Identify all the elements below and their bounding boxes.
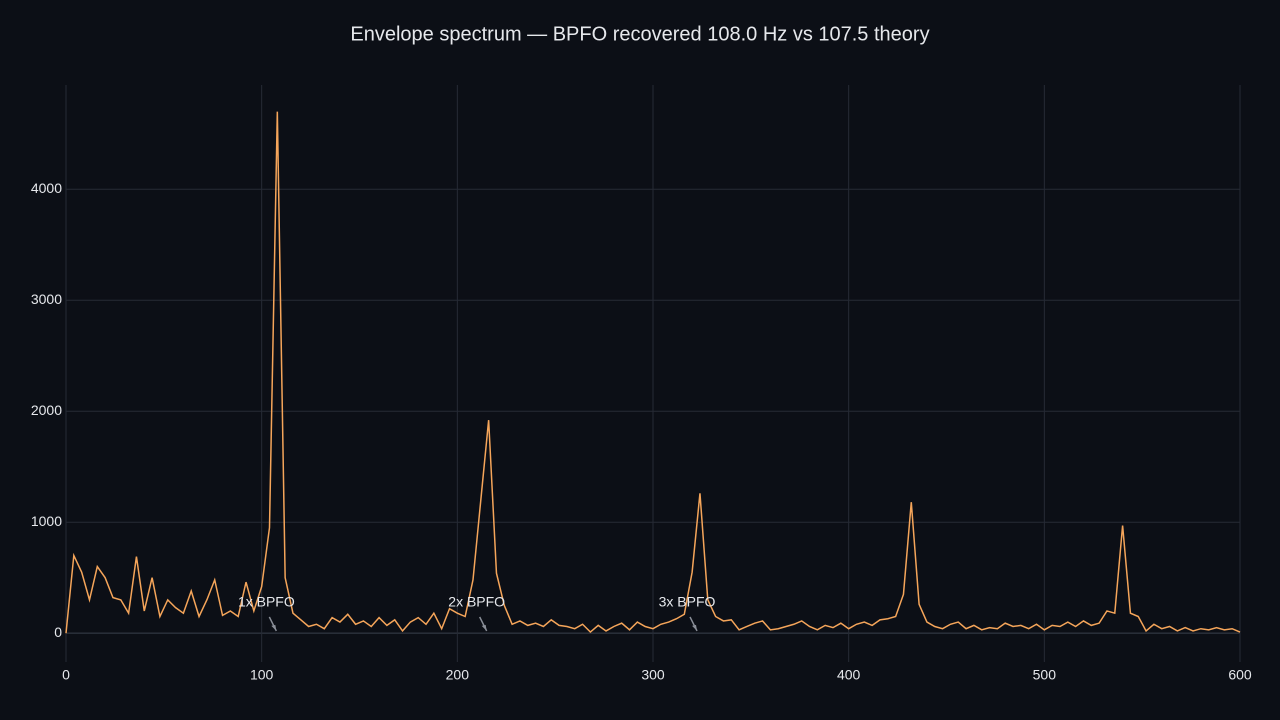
- x-tick-label: 0: [62, 667, 70, 683]
- chart-title: Envelope spectrum — BPFO recovered 108.0…: [350, 23, 929, 45]
- x-tick-label: 100: [250, 667, 274, 683]
- x-tick-label: 400: [837, 667, 861, 683]
- x-tick-label: 600: [1228, 667, 1252, 683]
- y-tick-label: 1000: [31, 513, 62, 529]
- y-tick-label: 3000: [31, 291, 62, 307]
- annotation-label: 2x BPFO: [448, 594, 505, 610]
- annotation-arrowhead: [692, 624, 698, 631]
- y-tick-label: 4000: [31, 180, 62, 196]
- y-tick-label: 0: [54, 624, 62, 640]
- annotation-arrowhead: [271, 624, 277, 631]
- annotation-label: 3x BPFO: [659, 594, 716, 610]
- annotation-label: 1x BPFO: [238, 594, 295, 610]
- x-tick-label: 300: [641, 667, 665, 683]
- x-tick-label: 500: [1033, 667, 1057, 683]
- annotation-arrowhead: [481, 624, 487, 631]
- x-tick-label: 200: [446, 667, 470, 683]
- y-tick-label: 2000: [31, 402, 62, 418]
- series-line: [65, 111, 1241, 634]
